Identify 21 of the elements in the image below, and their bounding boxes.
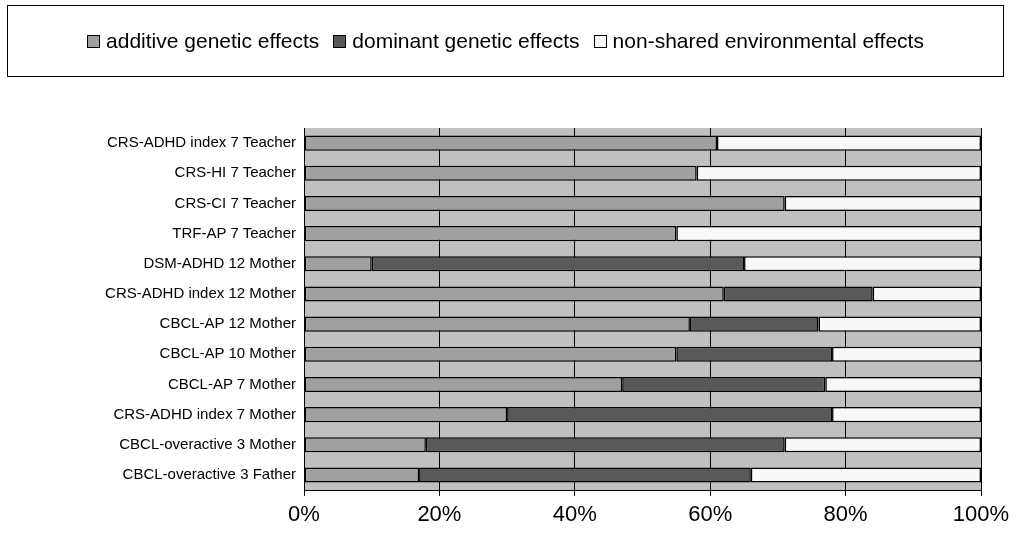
y-tick-label: CBCL-AP 7 Mother [167,374,296,392]
y-tick-label: CRS-ADHD index 12 Mother [105,284,296,302]
legend-label: dominant genetic effects [352,29,580,53]
x-tick-label: 80% [823,501,868,527]
legend-label: non-shared environmental effects [612,29,924,53]
x-tick-label: 100% [952,501,1010,527]
x-tick-label: 0% [288,501,320,527]
y-tick-label: CBCL-overactive 3 Mother [119,434,296,452]
y-tick-label: CBCL-AP 10 Mother [159,344,296,362]
y-tick-label: DSM-ADHD 12 Mother [143,253,296,271]
x-tick-label: 60% [688,501,733,527]
y-tick-label: CBCL-overactive 3 Father [122,465,296,483]
x-tick-label: 40% [552,501,597,527]
y-tick-label: CRS-ADHD index 7 Teacher [107,133,296,151]
x-tick-label: 20% [417,501,462,527]
y-tick-label: TRF-AP 7 Teacher [172,223,296,241]
y-tick-label: CRS-HI 7 Teacher [174,163,296,181]
y-tick-label: CRS-ADHD index 7 Mother [113,404,296,422]
y-tick-label: CRS-CI 7 Teacher [174,193,296,211]
legend-label: additive genetic effects [106,29,320,53]
y-tick-label: CBCL-AP 12 Mother [159,314,296,332]
